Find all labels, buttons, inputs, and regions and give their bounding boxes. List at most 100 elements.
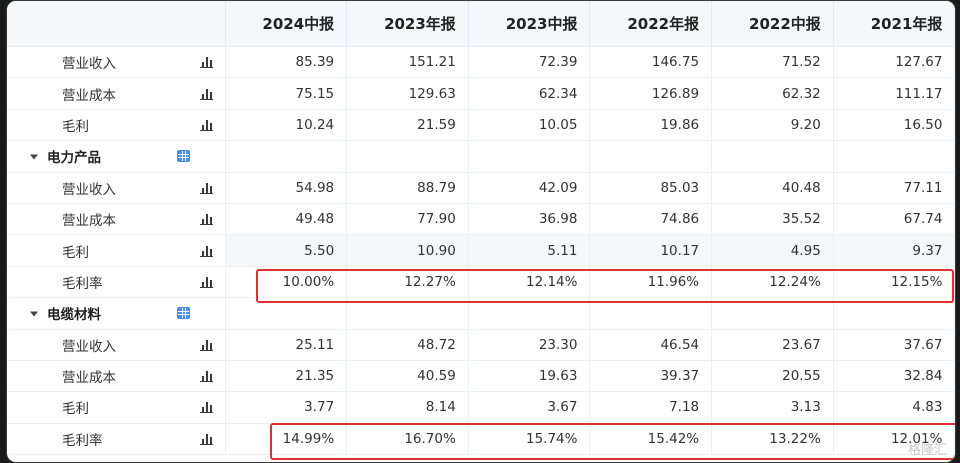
column-header[interactable]: 2023中报	[468, 1, 591, 47]
metric-name: 营业收入	[62, 338, 116, 355]
value-cell: 75.15	[225, 77, 348, 110]
value-cell: 21.59	[346, 109, 469, 142]
value-cell: 42.09	[468, 172, 591, 204]
value-cell: 40.48	[711, 172, 834, 204]
metric-label-cell: 毛利	[7, 391, 226, 424]
value-cell: 48.72	[346, 329, 469, 361]
value-cell: 46.54	[589, 329, 713, 361]
bar-chart-icon[interactable]	[200, 401, 213, 414]
value-cell: 21.35	[225, 360, 348, 393]
value-cell: 20.55	[711, 360, 834, 393]
bar-chart-icon[interactable]	[200, 339, 213, 351]
value-cell: 5.50	[225, 234, 348, 267]
metric-row: 营业成本 49.48 77.90 36.98 74.86 35.52 67.74	[7, 203, 955, 236]
empty-cell	[346, 140, 469, 173]
empty-cell	[468, 140, 591, 173]
table-icon[interactable]	[177, 307, 190, 320]
value-cell: 11.96%	[589, 266, 713, 299]
group-label-cell[interactable]: 电缆材料	[7, 297, 226, 330]
empty-cell	[711, 297, 834, 330]
empty-cell	[225, 297, 348, 330]
value-cell: 85.39	[225, 46, 348, 79]
bar-chart-icon[interactable]	[200, 245, 213, 257]
value-cell: 77.90	[346, 203, 469, 236]
value-cell: 146.75	[589, 46, 713, 79]
metric-label-cell: 营业成本	[7, 203, 226, 236]
value-cell: 9.37	[833, 234, 955, 267]
value-cell: 129.63	[346, 77, 469, 110]
watermark-logo: 格隆汇	[907, 443, 947, 458]
group-label-cell[interactable]: 电力产品	[7, 140, 226, 173]
empty-cell	[589, 297, 713, 330]
value-cell: 88.79	[346, 172, 469, 204]
column-header[interactable]: 2023年报	[346, 1, 469, 47]
value-cell: 3.67	[468, 391, 591, 424]
value-cell: 54.98	[225, 172, 348, 204]
value-cell: 71.52	[711, 46, 834, 79]
bar-chart-icon[interactable]	[200, 182, 213, 194]
value-cell: 23.30	[468, 329, 591, 361]
empty-cell	[468, 297, 591, 330]
metric-name: 营业成本	[62, 370, 116, 387]
value-cell: 151.21	[346, 46, 469, 79]
bar-chart-icon[interactable]	[200, 119, 213, 131]
financial-table: 2024中报 2023年报 2023中报 2022年报 2022中报 2021年…	[7, 1, 955, 456]
caret-down-icon[interactable]	[30, 311, 38, 317]
column-header[interactable]: 2022年报	[589, 1, 713, 47]
value-cell: 127.67	[833, 46, 955, 79]
header-row: 2024中报 2023年报 2023中报 2022年报 2022中报 2021年…	[7, 1, 955, 47]
column-header[interactable]: 2022中报	[711, 1, 834, 47]
bar-chart-icon[interactable]	[200, 56, 213, 69]
column-header[interactable]: 2024中报	[225, 1, 348, 47]
value-cell: 19.86	[589, 109, 713, 142]
metric-label-cell: 营业收入	[7, 329, 226, 361]
group-row: 电缆材料	[7, 297, 955, 330]
bar-chart-icon[interactable]	[200, 213, 213, 226]
value-cell: 77.11	[833, 172, 955, 204]
bar-chart-icon[interactable]	[200, 88, 213, 100]
value-cell: 67.74	[833, 203, 955, 236]
financial-table-panel: 2024中报 2023年报 2023中报 2022年报 2022中报 2021年…	[6, 0, 956, 463]
metric-row: 毛利率 10.00% 12.27% 12.14% 11.96% 12.24% 12.15%	[7, 266, 955, 299]
metric-name: 营业成本	[62, 213, 116, 230]
column-header[interactable]: 2021年报	[833, 1, 955, 47]
metric-name: 毛利	[62, 118, 89, 135]
bar-chart-icon[interactable]	[200, 370, 213, 383]
value-cell: 12.14%	[468, 266, 591, 299]
empty-cell	[589, 140, 713, 173]
bar-chart-icon[interactable]	[200, 433, 213, 445]
empty-cell	[225, 140, 348, 173]
value-cell: 7.18	[589, 391, 713, 424]
header-corner	[7, 1, 226, 47]
metric-row: 毛利率 14.99% 16.70% 15.74% 15.42% 13.22% 12.01%	[7, 423, 955, 456]
value-cell: 23.67	[711, 329, 834, 361]
empty-cell	[833, 297, 955, 330]
value-cell: 35.52	[711, 203, 834, 236]
metric-label-cell: 毛利	[7, 234, 226, 267]
metric-name: 毛利	[62, 401, 89, 418]
metric-name: 营业收入	[62, 181, 116, 198]
empty-cell	[833, 140, 955, 173]
value-cell: 37.67	[833, 329, 955, 361]
metric-row: 营业成本 75.15 129.63 62.34 126.89 62.32 111.17	[7, 77, 955, 110]
empty-cell	[711, 140, 834, 173]
caret-down-icon[interactable]	[30, 154, 38, 160]
metric-row: 毛利 10.24 21.59 10.05 19.86 9.20 16.50	[7, 109, 955, 142]
value-cell: 32.84	[833, 360, 955, 393]
metric-name: 毛利	[62, 244, 89, 261]
value-cell: 10.05	[468, 109, 591, 142]
value-cell: 62.34	[468, 77, 591, 110]
value-cell: 4.95	[711, 234, 834, 267]
value-cell: 16.70%	[346, 423, 469, 456]
metric-row: 毛利 5.50 10.90 5.11 10.17 4.95 9.37	[7, 234, 955, 267]
bar-chart-icon[interactable]	[200, 276, 213, 288]
metric-name: 营业收入	[62, 56, 116, 73]
metric-label-cell: 营业成本	[7, 360, 226, 393]
metric-label-cell: 毛利率	[7, 423, 226, 456]
value-cell: 74.86	[589, 203, 713, 236]
group-name: 电缆材料	[47, 307, 101, 324]
metric-label-cell: 营业收入	[7, 46, 226, 79]
value-cell: 85.03	[589, 172, 713, 204]
table-icon[interactable]	[177, 150, 190, 163]
empty-cell	[346, 297, 469, 330]
